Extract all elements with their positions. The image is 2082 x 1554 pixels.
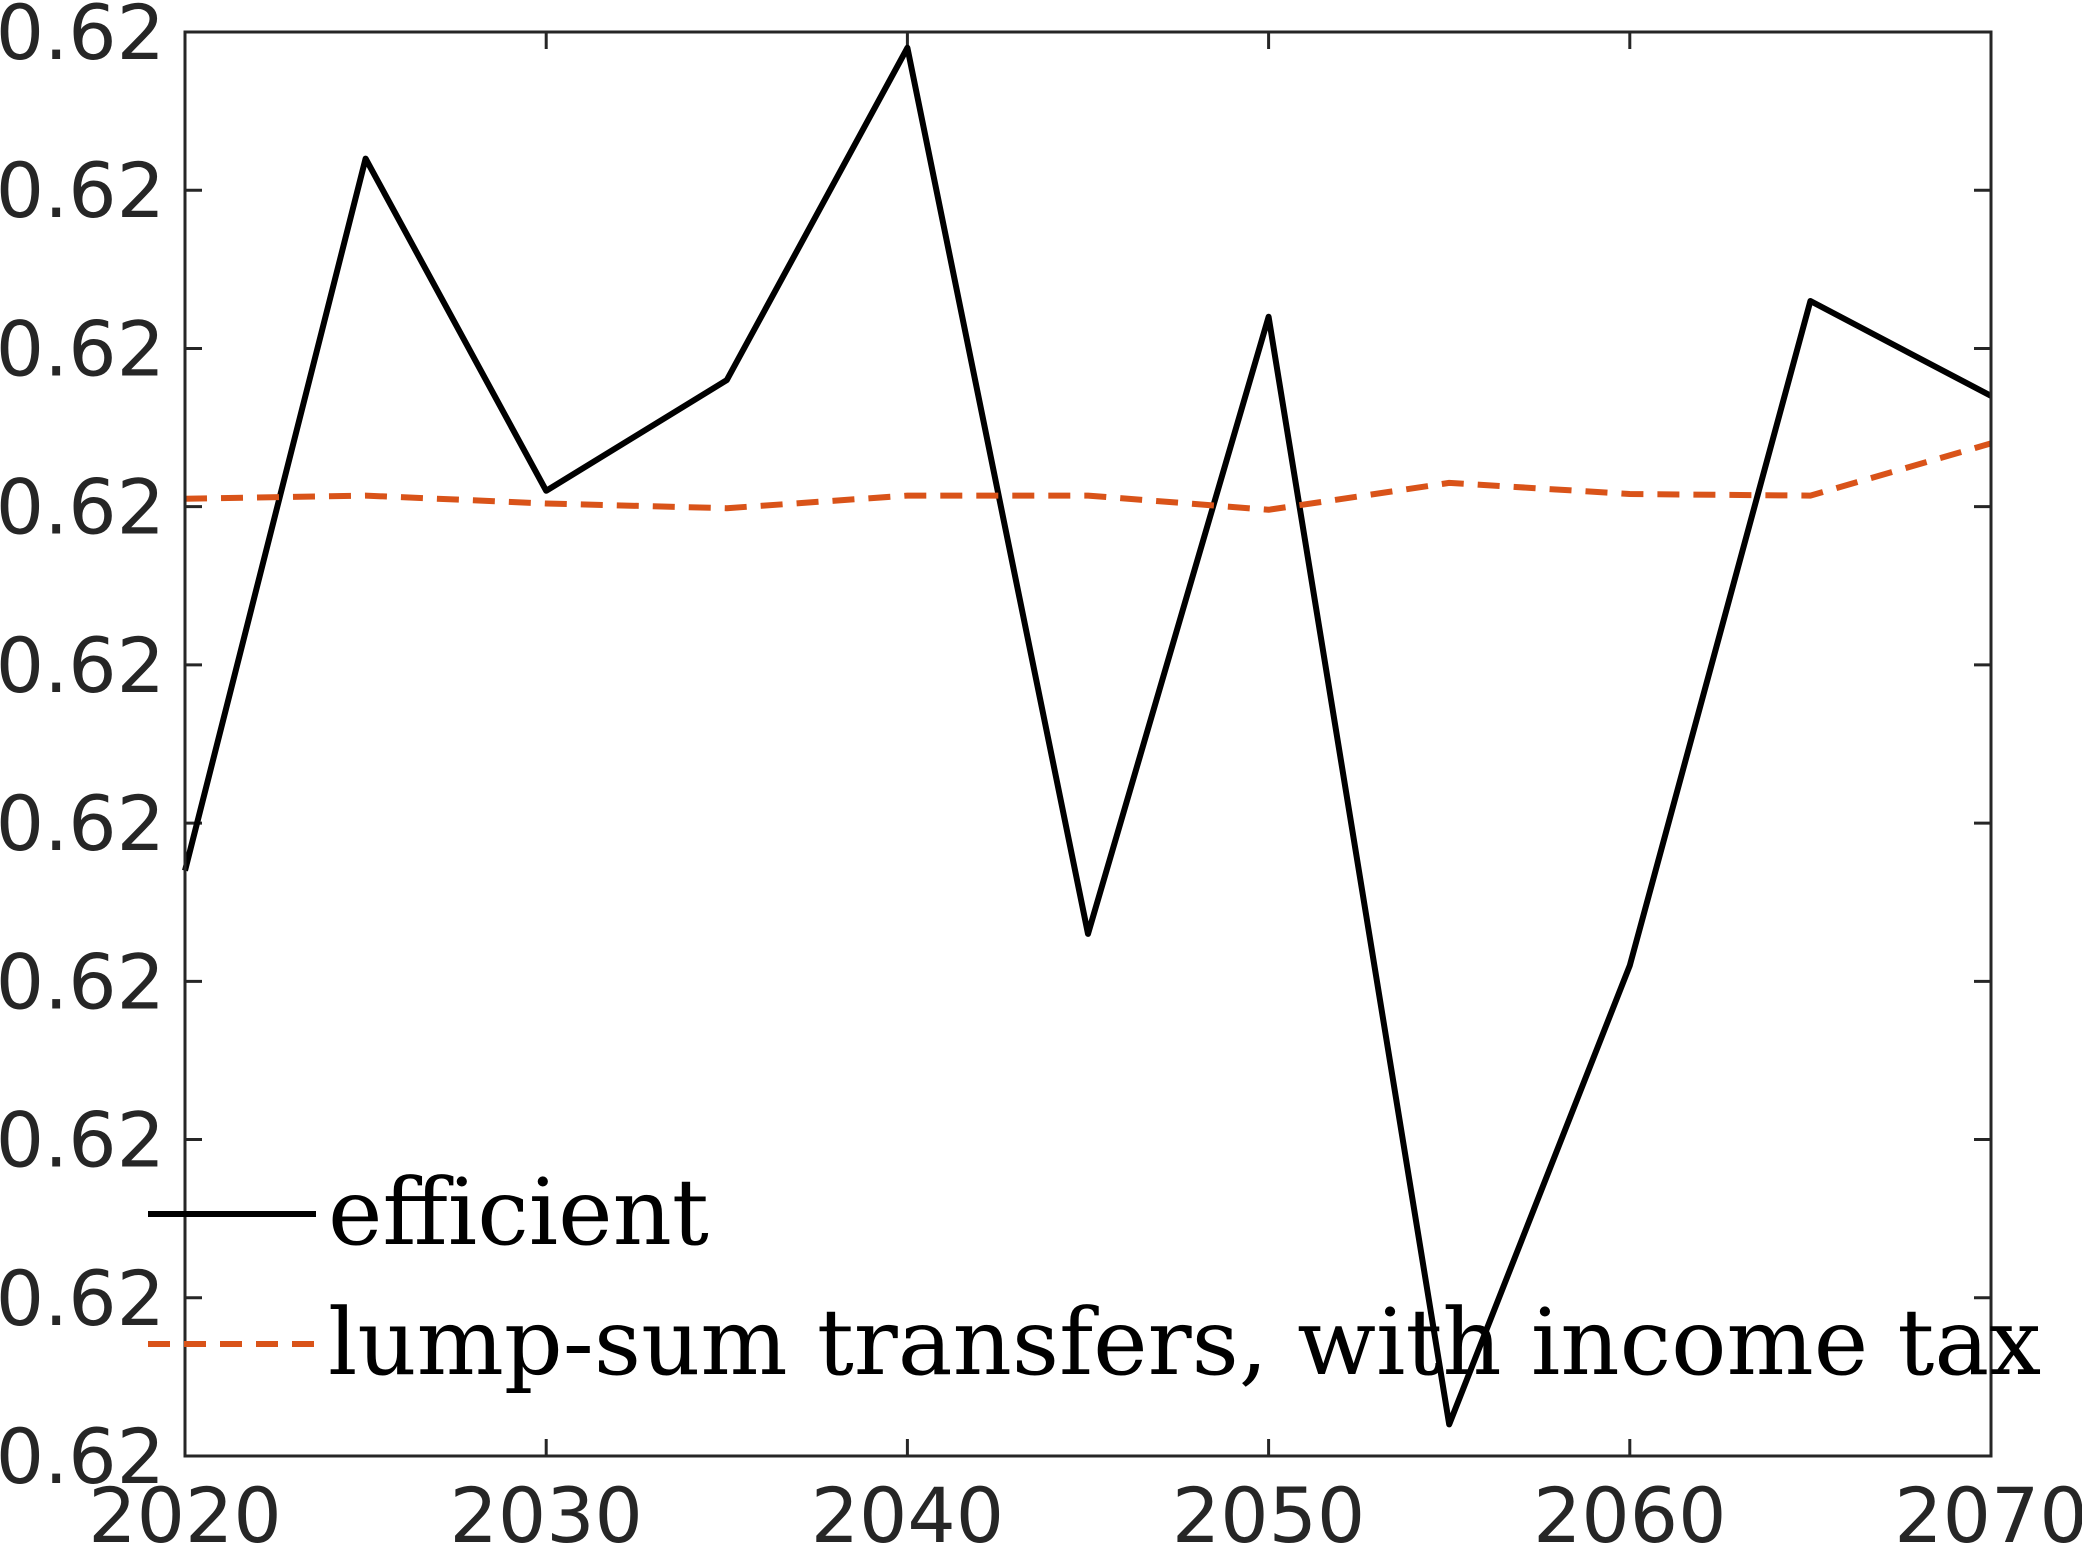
y-tick-label: 0.62 <box>0 463 165 552</box>
x-tick-label: 2040 <box>811 1471 1004 1554</box>
y-tick-label: 0.62 <box>0 621 165 710</box>
series-line-0 <box>182 44 1993 1428</box>
y-tick-label: 0.62 <box>0 304 165 393</box>
y-tick-label: 0.62 <box>0 1096 165 1185</box>
axis-ticks <box>183 30 1993 1458</box>
y-tick-label: 0.62 <box>0 937 165 1026</box>
x-tick-label: 2030 <box>449 1471 642 1554</box>
x-tick-label: 2050 <box>1172 1471 1365 1554</box>
y-tick-label: 0.62 <box>0 1412 165 1501</box>
y-tick-labels: 0.62 0.62 0.62 0.62 0.62 0.62 0.62 0.62 0.62 0.62 <box>0 0 165 1501</box>
legend: efficient lump-sum transfers, with incom… <box>148 1159 2041 1396</box>
y-tick-label: 0.62 <box>0 146 165 235</box>
x-tick-label: 2020 <box>88 1471 281 1554</box>
series-line-1 <box>184 440 1992 513</box>
x-tick-label: 2070 <box>1894 1471 2082 1554</box>
y-tick-label: 0.62 <box>0 1254 165 1343</box>
legend-label-efficient: efficient <box>328 1159 709 1266</box>
plot-area-frame <box>183 30 1993 1458</box>
y-tick-label: 0.62 <box>0 0 165 77</box>
x-tick-labels: 2020 2030 2040 2050 2060 2070 <box>88 1471 2082 1554</box>
series-lines <box>182 44 1993 1428</box>
y-tick-label: 0.62 <box>0 779 165 868</box>
legend-label-lump-sum: lump-sum transfers, with income tax <box>328 1289 2041 1396</box>
x-tick-label: 2060 <box>1533 1471 1726 1554</box>
